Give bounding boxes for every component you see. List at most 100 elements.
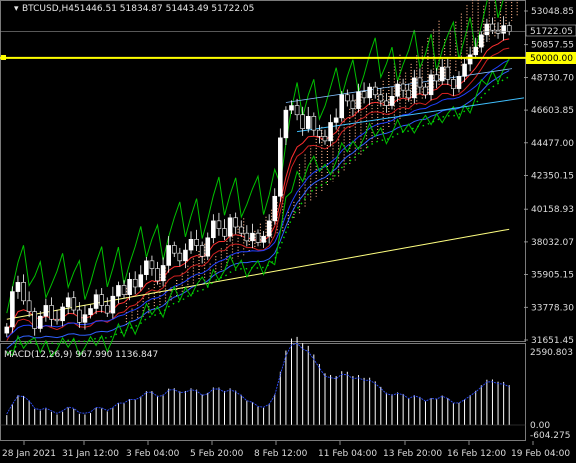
candle-body bbox=[15, 282, 21, 292]
price-tick-label: 40158.93 bbox=[531, 205, 574, 215]
candle-body bbox=[305, 116, 311, 129]
candle-body bbox=[104, 305, 110, 314]
price-tick-label: 35905.15 bbox=[531, 271, 574, 281]
candles-group bbox=[4, 16, 512, 337]
macd-label: MACD(12,26,9) 967.990 1136.847 bbox=[4, 350, 158, 360]
price-tick-label: 33778.30 bbox=[531, 303, 574, 313]
trendline bbox=[297, 97, 525, 133]
time-tick-label: 28 Jan 2021 bbox=[2, 449, 56, 459]
time-tick-label: 13 Feb 20:00 bbox=[383, 449, 442, 459]
chart-symbol: BTCUSD,H4 bbox=[22, 4, 74, 14]
level-line-handle[interactable] bbox=[1, 55, 6, 60]
candle-body bbox=[261, 235, 266, 243]
envelope-lower-line bbox=[6, 58, 510, 358]
time-tick-label: 19 Feb 04:00 bbox=[511, 449, 570, 459]
candle-body bbox=[177, 252, 183, 262]
candle-body bbox=[434, 74, 439, 82]
candle-body bbox=[127, 278, 132, 295]
candle-body bbox=[21, 282, 26, 302]
candle-body bbox=[77, 309, 82, 323]
candle-body bbox=[389, 96, 395, 106]
macd-tick-top: 2590.803 bbox=[530, 348, 573, 358]
time-axis: 28 Jan 2021 31 Jan 12:00 3 Feb 04:00 5 Feb … bbox=[2, 441, 570, 459]
candle-body bbox=[26, 300, 32, 312]
candle-body bbox=[412, 77, 417, 99]
candle-body bbox=[451, 79, 456, 89]
candle-body bbox=[93, 294, 99, 309]
candle-body bbox=[250, 232, 255, 242]
candle-body bbox=[278, 137, 283, 197]
candle-body bbox=[233, 217, 238, 228]
price-tick-label: 46603.85 bbox=[531, 106, 574, 116]
candle-body bbox=[400, 83, 406, 91]
candle-body bbox=[490, 23, 495, 31]
candle-body bbox=[289, 105, 294, 111]
candle-body bbox=[65, 297, 71, 308]
candle-body bbox=[43, 305, 49, 317]
candle-body bbox=[244, 232, 250, 242]
macd-panel-frame bbox=[0, 343, 526, 441]
candle-body bbox=[255, 232, 261, 243]
candle-body bbox=[160, 265, 166, 282]
candle-body bbox=[82, 314, 88, 323]
candle-body bbox=[501, 25, 506, 34]
candle-body bbox=[506, 25, 512, 32]
candle-body bbox=[478, 34, 484, 48]
macd-tick-zero: 0.00 bbox=[530, 421, 550, 431]
candle-body bbox=[188, 239, 194, 251]
macd-histogram bbox=[0, 336, 526, 426]
candle-body bbox=[121, 285, 127, 295]
candle-body bbox=[406, 89, 412, 99]
price-tick-label: 48730.70 bbox=[531, 73, 574, 83]
candle-body bbox=[339, 94, 345, 119]
candle-body bbox=[227, 217, 233, 237]
candle-body bbox=[216, 220, 222, 229]
level-price-tag bbox=[526, 52, 576, 64]
parabolic-dots bbox=[6, 76, 510, 356]
current-price-tag bbox=[525, 24, 576, 37]
candle-body bbox=[194, 239, 199, 246]
ema-mid-line bbox=[6, 59, 510, 339]
candle-body bbox=[166, 245, 171, 266]
candle-body bbox=[155, 268, 160, 282]
candle-body bbox=[71, 297, 77, 311]
candle-body bbox=[149, 260, 155, 269]
candle-body bbox=[417, 77, 423, 88]
candle-body bbox=[294, 105, 300, 116]
candle-body bbox=[322, 135, 328, 142]
candle-body bbox=[456, 76, 462, 89]
candle-body bbox=[60, 306, 65, 322]
candle-body bbox=[445, 66, 451, 80]
candle-body bbox=[473, 46, 479, 56]
time-tick-label: 8 Feb 12:00 bbox=[254, 449, 308, 459]
candle-body bbox=[99, 294, 104, 306]
price-tick-label: 31651.45 bbox=[531, 336, 574, 346]
candle-body bbox=[116, 285, 121, 297]
candle-body bbox=[4, 326, 10, 334]
candle-body bbox=[32, 311, 38, 329]
candle-body bbox=[361, 91, 367, 99]
candle-body bbox=[110, 295, 116, 314]
current-price-label: 51722.05 bbox=[530, 27, 573, 37]
price-tick-label: 38032.07 bbox=[531, 238, 574, 248]
candle-body bbox=[272, 195, 278, 222]
candle-body bbox=[238, 226, 244, 234]
candle-body bbox=[283, 109, 289, 139]
candle-body bbox=[328, 122, 333, 142]
candle-body bbox=[300, 114, 305, 129]
candle-body bbox=[333, 117, 339, 123]
candle-body bbox=[428, 74, 434, 96]
price-tick-label: 53048.85 bbox=[531, 7, 574, 17]
time-tick-label: 5 Feb 20:00 bbox=[190, 449, 244, 459]
candle-body bbox=[311, 116, 317, 131]
candle-body bbox=[495, 29, 501, 34]
main-panel-frame bbox=[0, 0, 526, 342]
time-tick-label: 31 Jan 12:00 bbox=[62, 449, 119, 459]
envelope-upper-line bbox=[6, 0, 504, 314]
candle-body bbox=[171, 245, 177, 254]
candle-body bbox=[317, 129, 322, 137]
level-price-label: 50000.00 bbox=[530, 54, 573, 64]
time-tick-label: 3 Feb 04:00 bbox=[126, 449, 180, 459]
time-tick-label: 16 Feb 12:00 bbox=[447, 449, 506, 459]
